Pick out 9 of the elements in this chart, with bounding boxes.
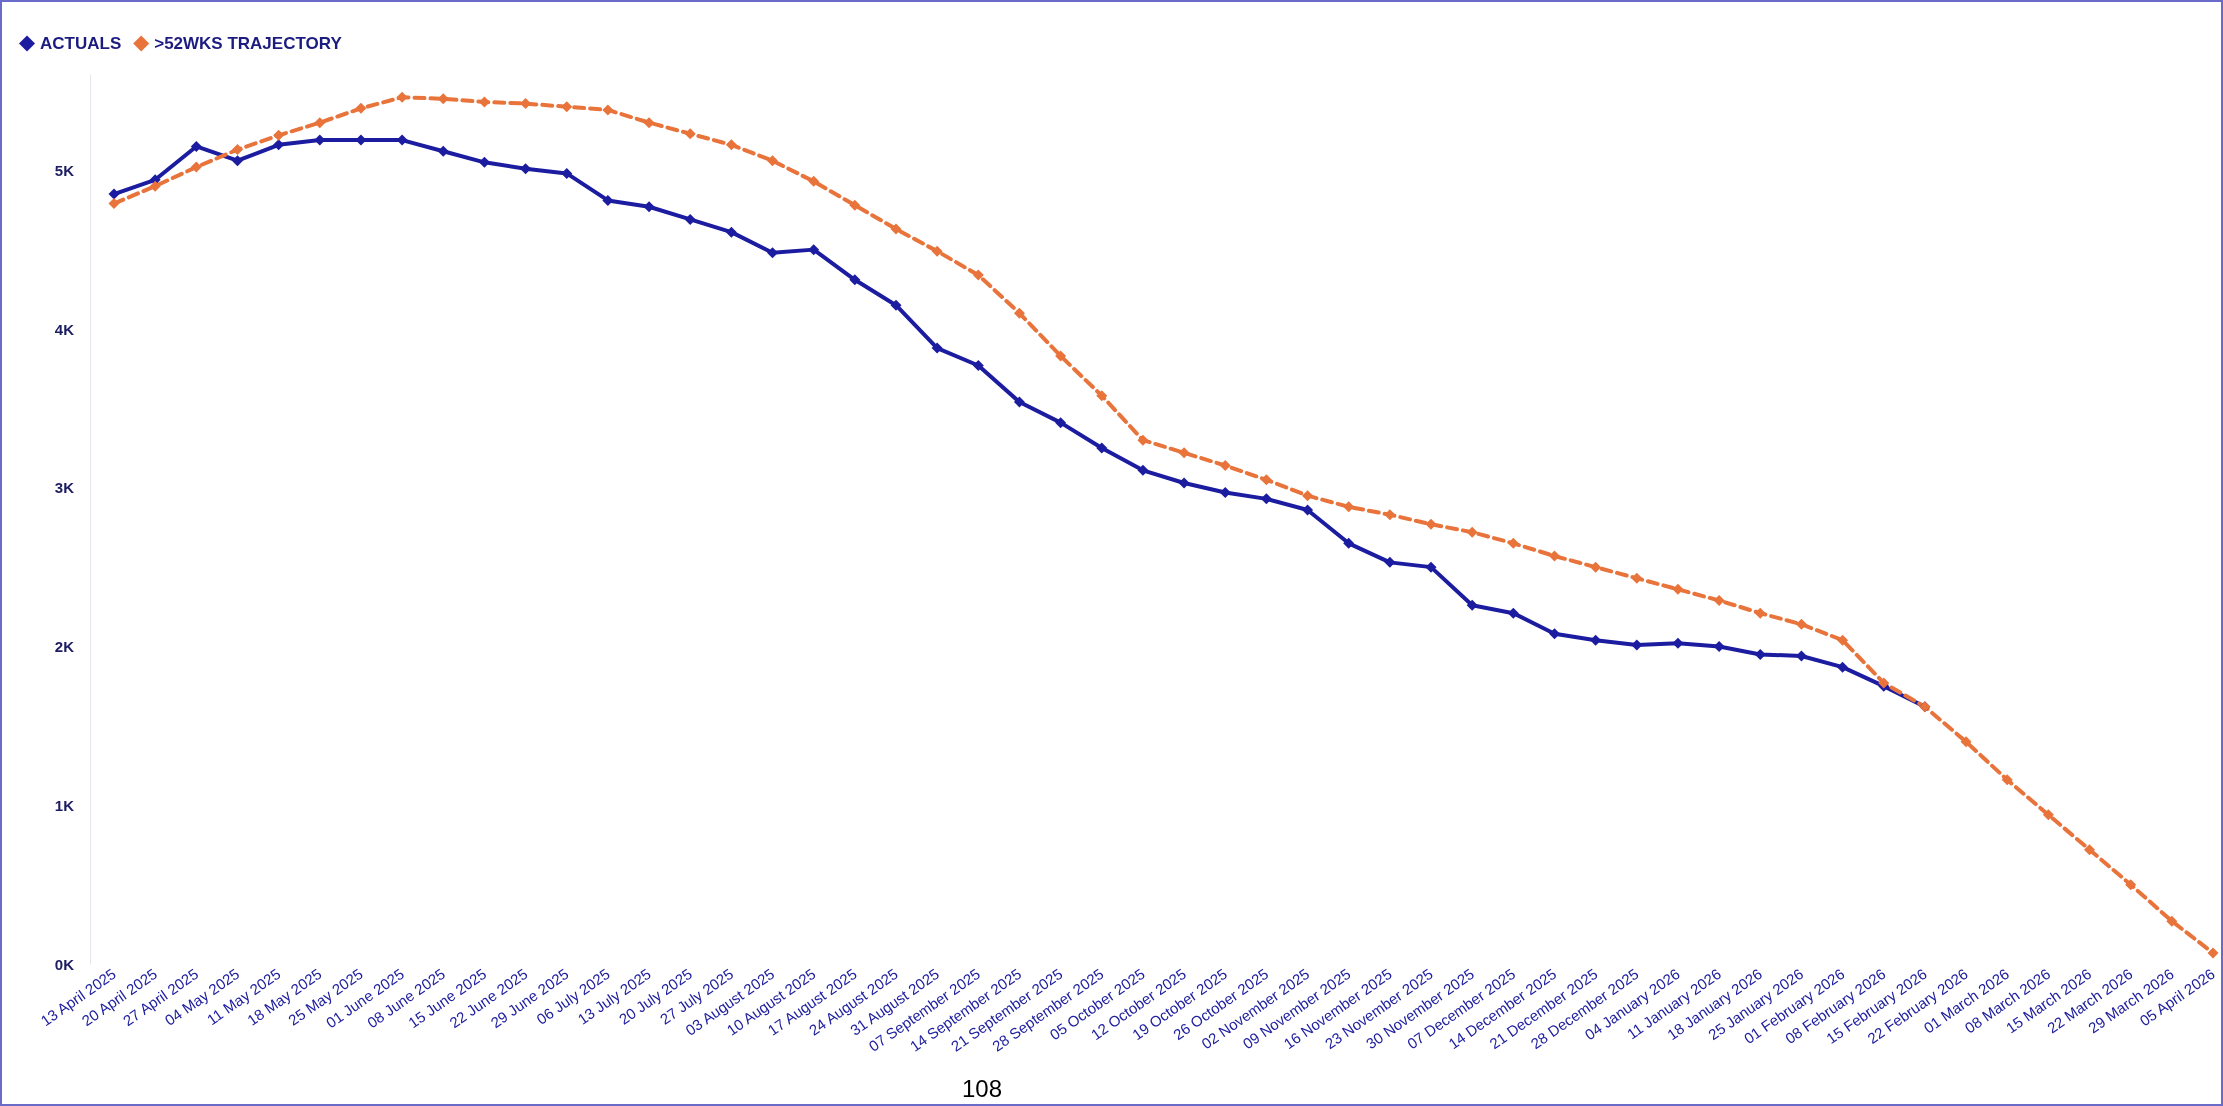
text: 108	[962, 1074, 1003, 1102]
legend-label: >52WKS TRAJECTORY	[154, 34, 343, 53]
y-tick-label: 1K	[54, 796, 75, 814]
y-tick-label: 5K	[54, 161, 75, 179]
legend-label: ACTUALS	[40, 34, 122, 53]
y-tick-label: 0K	[54, 955, 75, 973]
y-tick-label: 4K	[54, 320, 75, 338]
y-tick-label: 2K	[54, 638, 75, 655]
y-tick-label: 3K	[54, 479, 75, 497]
